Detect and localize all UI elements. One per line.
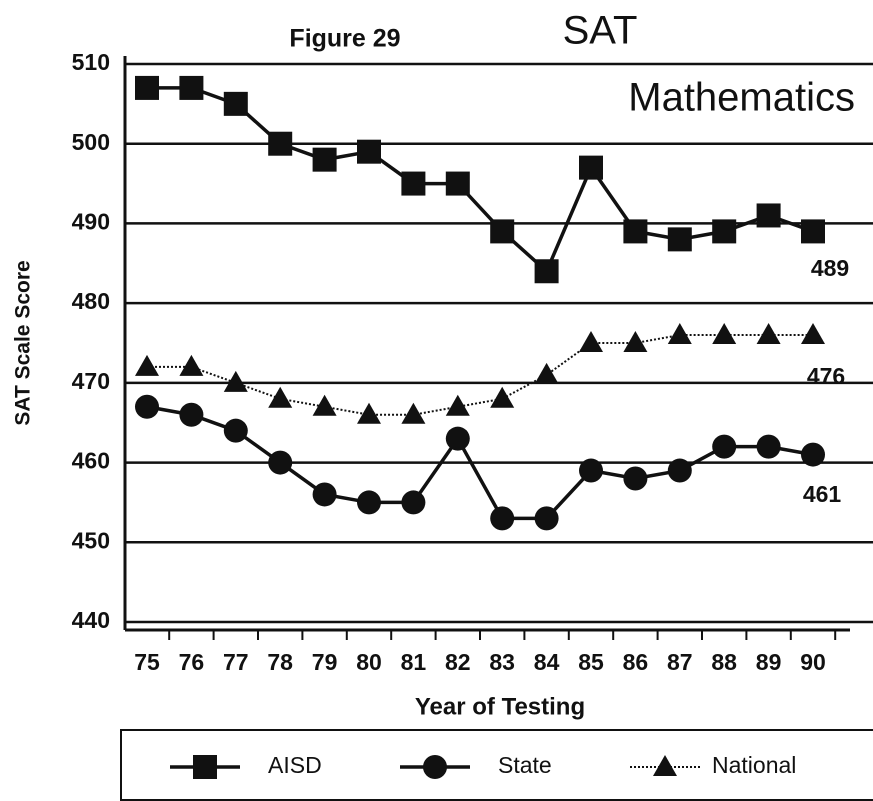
marker [534, 259, 559, 284]
marker [623, 331, 648, 352]
marker [223, 370, 248, 392]
marker [756, 203, 781, 228]
series-line [146, 405, 814, 521]
y-tick-label: 510 [72, 49, 110, 75]
chart-subtitle: Mathematics [628, 76, 855, 120]
marker [445, 171, 470, 196]
marker [401, 490, 426, 515]
marker [756, 323, 781, 345]
legend-marker [193, 755, 217, 779]
marker [357, 490, 381, 515]
marker [623, 219, 648, 244]
legend-marker [653, 755, 677, 776]
marker [534, 506, 559, 531]
marker [357, 402, 381, 424]
legend-label: State [498, 752, 552, 778]
marker [490, 219, 515, 244]
marker [579, 458, 603, 483]
x-tick-label: 81 [401, 649, 427, 675]
marker [490, 386, 515, 408]
legend-label: National [712, 752, 796, 778]
x-tick-label: 90 [800, 649, 826, 675]
y-tick-label: 470 [72, 368, 110, 394]
x-tick-label: 84 [534, 649, 560, 675]
y-tick-label: 500 [72, 129, 110, 155]
x-axis-label: Year of Testing [415, 693, 585, 720]
x-tick-label: 80 [356, 649, 382, 675]
marker [712, 323, 737, 345]
x-tick-label: 77 [223, 649, 249, 675]
marker [712, 434, 737, 459]
marker [579, 155, 603, 180]
x-tick-label: 88 [711, 649, 737, 675]
x-tick-label: 78 [267, 649, 293, 675]
marker [623, 466, 648, 491]
y-tick-label: 480 [72, 288, 110, 314]
legend-box [120, 729, 873, 801]
marker [667, 227, 692, 252]
marker [135, 394, 159, 419]
marker [179, 354, 204, 376]
marker [268, 450, 293, 475]
marker [667, 323, 692, 345]
x-tick-label: 89 [756, 649, 782, 675]
marker [490, 506, 515, 531]
marker [579, 331, 603, 352]
marker [135, 75, 159, 100]
x-tick-label: 87 [667, 649, 693, 675]
annotation: 461 [803, 481, 842, 507]
marker [357, 139, 381, 164]
series-line [147, 334, 813, 416]
marker [268, 386, 293, 408]
marker [268, 131, 293, 156]
y-tick-label: 490 [72, 209, 110, 235]
legend-label: AISD [268, 752, 322, 778]
marker [667, 458, 692, 483]
annotation: 476 [807, 363, 845, 389]
marker [445, 394, 470, 416]
x-tick-label: 85 [578, 649, 604, 675]
marker [312, 482, 337, 507]
marker [801, 219, 825, 244]
marker [756, 434, 781, 459]
y-axis-label: SAT Scale Score [12, 260, 35, 425]
x-tick-label: 79 [312, 649, 338, 675]
y-tick-label: 460 [72, 448, 110, 474]
marker [135, 354, 159, 376]
x-tick-label: 75 [134, 649, 160, 675]
marker [801, 323, 825, 345]
marker [445, 426, 470, 451]
chart-title: Figure 29 [289, 25, 400, 53]
annotation: 489 [811, 255, 849, 281]
x-tick-label: 86 [623, 649, 649, 675]
y-tick-label: 450 [72, 527, 110, 553]
marker [179, 75, 204, 100]
marker [401, 402, 426, 424]
marker [712, 219, 737, 244]
marker [401, 171, 426, 196]
marker [801, 442, 825, 467]
marker [312, 147, 337, 172]
series-line [147, 86, 814, 275]
y-tick-label: 440 [72, 607, 110, 633]
chart-subtitle: SAT [563, 9, 638, 53]
x-tick-label: 83 [489, 649, 515, 675]
marker [534, 362, 559, 384]
marker [223, 91, 248, 116]
x-tick-label: 76 [179, 649, 205, 675]
marker [312, 394, 337, 416]
legend-marker [423, 755, 447, 779]
marker [179, 402, 204, 427]
marker [223, 418, 248, 443]
x-tick-label: 82 [445, 649, 471, 675]
